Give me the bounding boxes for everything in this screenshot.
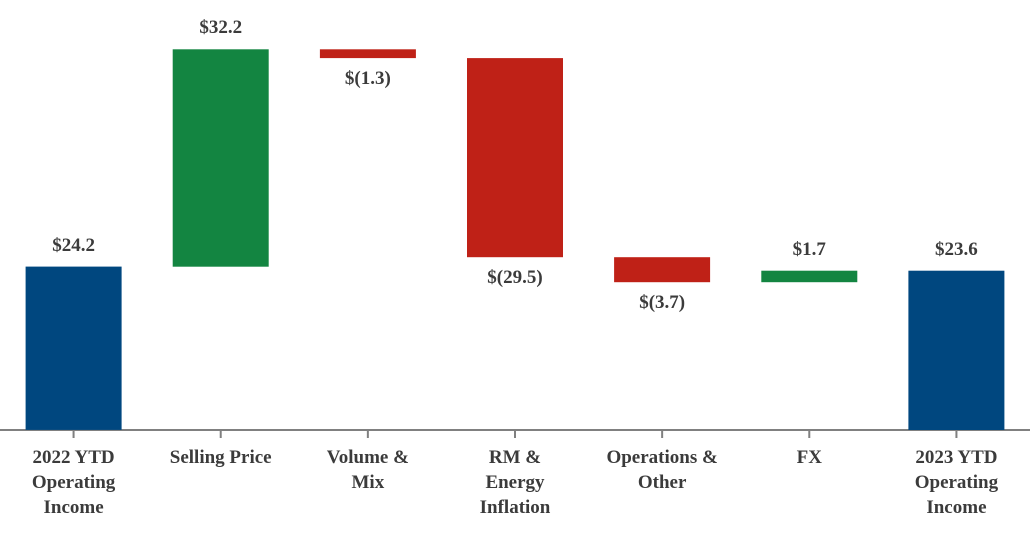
category-label-2: Volume & Mix <box>326 447 409 493</box>
bar-6 <box>908 270 1005 430</box>
value-label-2: $(1.3) <box>344 68 391 90</box>
value-label-6: $23.6 <box>935 238 978 260</box>
bar-2 <box>319 49 416 59</box>
value-label-3: $(29.5) <box>487 267 543 289</box>
value-label-1: $32.2 <box>199 17 243 39</box>
bar-5 <box>761 270 858 283</box>
category-label-6: 2023 YTD Operating Income <box>914 447 999 518</box>
bar-0 <box>25 266 122 430</box>
value-label-5: $1.7 <box>792 238 826 260</box>
value-label-4: $(3.7) <box>639 292 686 314</box>
category-label-1: Selling Price <box>169 447 272 468</box>
category-label-3: RM & Energy Inflation <box>479 447 551 518</box>
bar-1 <box>172 49 269 267</box>
category-label-4: Operations & Other <box>606 447 718 493</box>
value-label-0: $24.2 <box>52 234 95 256</box>
bar-3 <box>467 58 563 258</box>
category-label-5: FX <box>796 447 822 468</box>
bar-4 <box>614 257 711 283</box>
category-label-0: 2022 YTD Operating Income <box>31 447 116 518</box>
